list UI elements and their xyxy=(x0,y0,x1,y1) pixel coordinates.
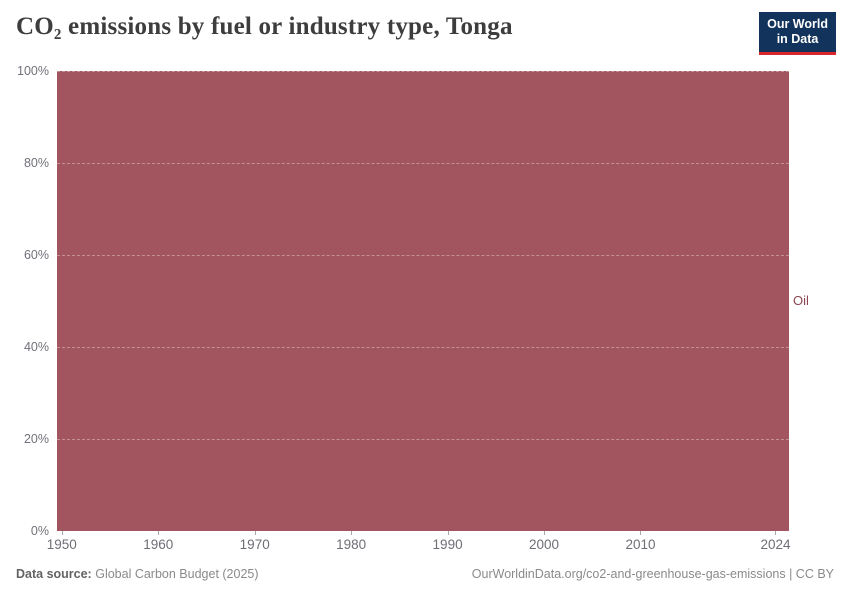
x-tick-label: 1980 xyxy=(336,537,367,552)
x-tick xyxy=(640,531,642,535)
data-source-label: Data source: xyxy=(16,567,92,581)
gridline-80 xyxy=(57,163,789,164)
y-tick-label: 40% xyxy=(23,340,49,354)
plot-area[interactable] xyxy=(57,71,789,531)
y-tick-label: 80% xyxy=(23,156,49,170)
y-tick-label: 20% xyxy=(23,432,49,446)
chart-title: CO₂ emissions by fuel or industry type, … xyxy=(16,13,513,40)
x-tick xyxy=(254,531,256,535)
x-tick xyxy=(447,531,449,535)
x-tick-label: 2024 xyxy=(760,537,791,552)
credit-link[interactable]: OurWorldinData.org/co2-and-greenhouse-ga… xyxy=(471,567,834,581)
owid-logo-line1: Our World xyxy=(767,17,828,31)
x-tick-label: 1950 xyxy=(46,537,77,552)
gridline-100 xyxy=(57,71,789,72)
x-tick-label: 2000 xyxy=(529,537,560,552)
owid-logo-line2: in Data xyxy=(776,32,819,47)
gridline-40 xyxy=(57,347,789,348)
x-tick-label: 1990 xyxy=(432,537,463,552)
chart-footer: Data source: Global Carbon Budget (2025)… xyxy=(16,567,834,581)
x-tick-label: 2010 xyxy=(625,537,656,552)
x-tick-label: 1960 xyxy=(143,537,174,552)
x-tick xyxy=(61,531,63,535)
data-source-note: Data source: Global Carbon Budget (2025) xyxy=(16,567,259,581)
x-tick xyxy=(775,531,777,535)
series-label-oil[interactable]: Oil xyxy=(793,293,809,308)
y-tick-label: 0% xyxy=(30,524,49,538)
x-tick xyxy=(351,531,353,535)
x-tick xyxy=(158,531,160,535)
x-tick-label: 1970 xyxy=(239,537,270,552)
y-tick-label: 100% xyxy=(17,64,49,78)
gridline-20 xyxy=(57,439,789,440)
y-tick-label: 60% xyxy=(23,248,49,262)
x-tick xyxy=(544,531,546,535)
gridline-60 xyxy=(57,255,789,256)
owid-logo[interactable]: Our World in Data xyxy=(759,12,836,55)
data-source-value: Global Carbon Budget (2025) xyxy=(95,567,259,581)
